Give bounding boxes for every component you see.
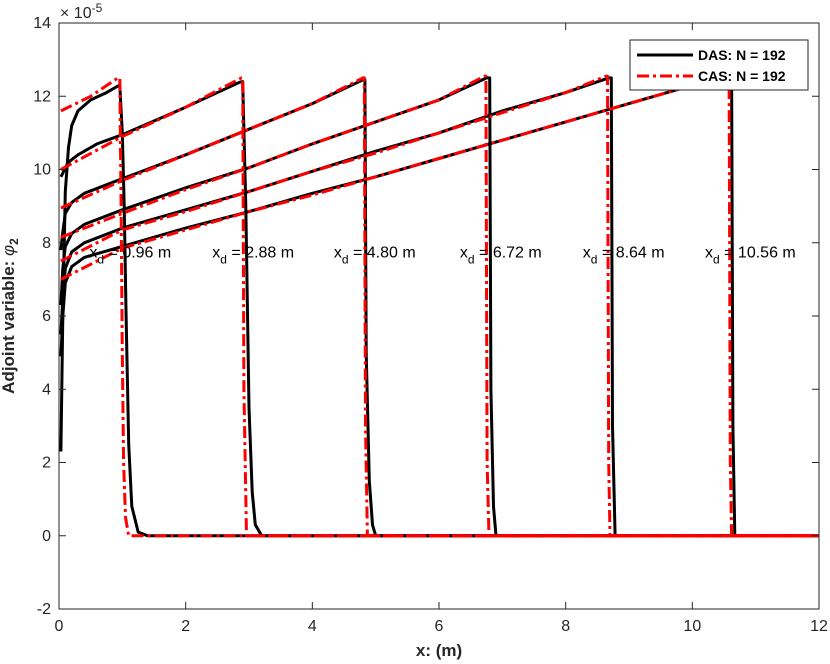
x-tick-label: 10 xyxy=(683,618,701,635)
cas-curve-xd-0-96 xyxy=(60,76,819,538)
series-layer xyxy=(59,72,819,538)
xd-annotation-var: x xyxy=(583,244,591,261)
xd-annotation-sub: d xyxy=(468,252,475,266)
y-tick-label: 0 xyxy=(42,528,51,545)
das-curve-xd-6-72 xyxy=(59,76,819,538)
y-multiplier: × 10-5 xyxy=(60,1,103,22)
xd-annotation-var: x xyxy=(705,244,713,261)
cas-curve-xd-2-88 xyxy=(60,76,819,538)
xd-annotation: xd = 8.64 m xyxy=(583,244,665,266)
x-tick-label: 12 xyxy=(810,618,828,635)
cas-curve-xd-10-56 xyxy=(60,72,819,538)
xd-annotation-var: x xyxy=(89,244,97,261)
y-tick-label: -2 xyxy=(37,601,51,618)
xd-annotation-value: = 8.64 m xyxy=(597,244,664,261)
cas-curve-xd-6-72 xyxy=(60,74,819,538)
xd-annotation-sub: d xyxy=(220,252,227,266)
x-tick-label: 8 xyxy=(561,618,570,635)
x-axis-title: x: (m) xyxy=(416,641,462,660)
xd-annotation-value: = 6.72 m xyxy=(475,244,542,261)
xd-annotation-sub: d xyxy=(713,252,720,266)
xd-annotation: xd = 6.72 m xyxy=(460,244,542,266)
cas-curve-xd-4-8 xyxy=(60,76,819,538)
xd-annotation: xd = 0.96 m xyxy=(89,244,171,266)
xd-annotation: xd = 4.80 m xyxy=(334,244,416,266)
y-multiplier-base: × 10 xyxy=(60,5,92,22)
xd-annotation-var: x xyxy=(460,244,468,261)
xd-annotation: xd = 10.56 m xyxy=(705,244,796,266)
xd-annotation-sub: d xyxy=(342,252,349,266)
legend-box xyxy=(629,39,809,91)
legend-label-das: DAS: N = 192 xyxy=(698,47,786,63)
xd-annotation: xd = 2.88 m xyxy=(212,244,294,266)
plot-area xyxy=(59,23,819,609)
y-tick-label: 4 xyxy=(42,381,51,398)
y-tick-label: 8 xyxy=(42,235,51,252)
y-tick-label: 10 xyxy=(33,162,51,179)
xd-annotation-sub: d xyxy=(97,252,104,266)
xd-annotation-var: x xyxy=(334,244,342,261)
xd-annotation-value: = 0.96 m xyxy=(104,244,171,261)
y-tick-label: 12 xyxy=(33,88,51,105)
y-axis-title-symbol: φ xyxy=(0,245,18,256)
x-tick-label: 2 xyxy=(181,618,190,635)
y-tick-label: 2 xyxy=(42,455,51,472)
legend: DAS: N = 192 CAS: N = 192 xyxy=(629,39,809,91)
y-tick-label: 14 xyxy=(33,15,51,32)
xd-annotation-value: = 4.80 m xyxy=(349,244,416,261)
y-axis-title-text: Adjoint variable: xyxy=(0,256,18,394)
y-multiplier-exponent: -5 xyxy=(92,1,103,15)
xd-annotation-sub: d xyxy=(591,252,598,266)
xd-annotation-value: = 2.88 m xyxy=(227,244,294,261)
x-tick-label: 6 xyxy=(435,618,444,635)
legend-label-cas: CAS: N = 192 xyxy=(698,68,786,84)
annotation-layer: xd = 0.96 m xd = 2.88 m xd = 4.80 m xd = 6.… xyxy=(89,244,795,266)
x-tick-label: 0 xyxy=(55,618,64,635)
xd-annotation-var: x xyxy=(212,244,220,261)
xd-annotation-value: = 10.56 m xyxy=(720,244,796,261)
cas-curve-xd-8-64 xyxy=(60,74,819,538)
y-axis-title-subscript: 2 xyxy=(7,238,21,245)
y-tick-label: 6 xyxy=(42,308,51,325)
x-tick-label: 4 xyxy=(308,618,317,635)
y-axis-title: Adjoint variable: φ2 xyxy=(0,238,21,394)
